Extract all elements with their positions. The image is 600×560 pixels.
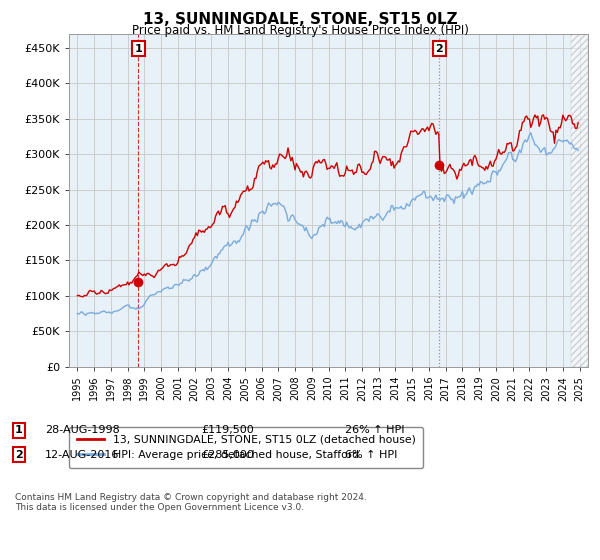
- Text: 6% ↑ HPI: 6% ↑ HPI: [345, 450, 397, 460]
- Text: 26% ↑ HPI: 26% ↑ HPI: [345, 425, 404, 435]
- Text: £119,500: £119,500: [201, 425, 254, 435]
- Bar: [571, 34, 588, 367]
- Text: 13, SUNNINGDALE, STONE, ST15 0LZ: 13, SUNNINGDALE, STONE, ST15 0LZ: [143, 12, 457, 27]
- Text: 28-AUG-1998: 28-AUG-1998: [45, 425, 120, 435]
- Text: 12-AUG-2016: 12-AUG-2016: [45, 450, 119, 460]
- Text: 1: 1: [134, 44, 142, 54]
- Text: £285,000: £285,000: [201, 450, 254, 460]
- Text: Price paid vs. HM Land Registry's House Price Index (HPI): Price paid vs. HM Land Registry's House …: [131, 24, 469, 36]
- Text: 2: 2: [15, 450, 23, 460]
- Text: 1: 1: [15, 425, 23, 435]
- Legend: 13, SUNNINGDALE, STONE, ST15 0LZ (detached house), HPI: Average price, detached : 13, SUNNINGDALE, STONE, ST15 0LZ (detach…: [69, 427, 423, 468]
- Text: 2: 2: [436, 44, 443, 54]
- Text: Contains HM Land Registry data © Crown copyright and database right 2024.
This d: Contains HM Land Registry data © Crown c…: [15, 493, 367, 512]
